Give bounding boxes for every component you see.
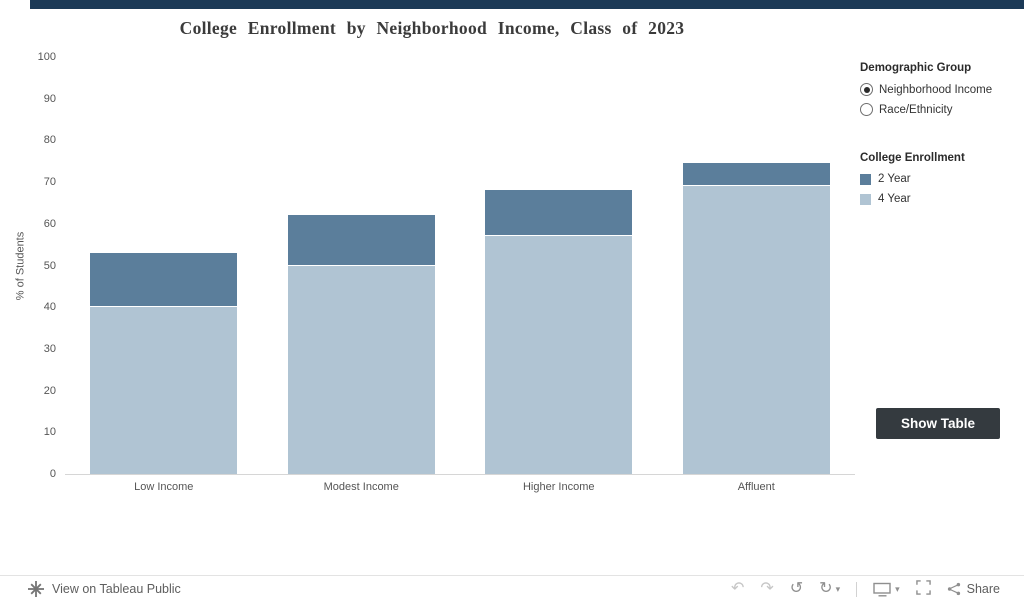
legend-swatch-2-year: [860, 173, 871, 185]
chart-title: College Enrollment by Neighborhood Incom…: [179, 18, 685, 38]
top-accent-bar: [30, 0, 1024, 9]
legend-swatch-4-year: [860, 193, 871, 205]
bar-segment-4-year-low-income[interactable]: [90, 307, 238, 474]
legend-label-4-year: 4 Year: [878, 193, 911, 205]
reset-icon[interactable]: ↺: [789, 580, 804, 597]
x-tick-label-higher-income: Higher Income: [522, 481, 595, 493]
share-button[interactable]: Share: [947, 582, 1000, 596]
display-download-icon[interactable]: [873, 582, 892, 597]
share-label: Share: [966, 582, 1000, 596]
y-tick-label-10: 10: [43, 426, 56, 439]
chevron-down-icon[interactable]: ▾: [835, 583, 841, 594]
legend-item-2-year[interactable]: 2 Year: [860, 173, 1020, 185]
undo-icon[interactable]: ↶: [730, 580, 745, 597]
show-table-button[interactable]: Show Table: [876, 408, 1000, 439]
bar-segment-2-year-low-income[interactable]: [90, 253, 238, 307]
y-tick-label-0: 0: [49, 468, 56, 480]
radio-label-neighborhood-income: Neighborhood Income: [879, 83, 993, 96]
control-panel: Demographic Group Neighborhood Income Ra…: [860, 62, 1020, 213]
view-on-tableau-public-label: View on Tableau Public: [52, 582, 181, 596]
radio-label-race-ethnicity: Race/Ethnicity: [879, 103, 953, 116]
y-tick-label-30: 30: [43, 342, 56, 355]
fullscreen-icon[interactable]: [915, 579, 931, 599]
chevron-down-icon[interactable]: ▾: [895, 583, 900, 594]
x-tick-label-affluent: Affluent: [737, 481, 775, 493]
legend-item-4-year[interactable]: 4 Year: [860, 193, 1020, 205]
y-tick-label-50: 50: [43, 259, 56, 272]
radio-race-ethnicity[interactable]: Race/Ethnicity: [860, 103, 1020, 116]
legend-label-2-year: 2 Year: [878, 173, 911, 185]
radio-neighborhood-income[interactable]: Neighborhood Income: [860, 83, 1020, 96]
plot-area: [65, 57, 855, 475]
y-tick-label-80: 80: [43, 134, 56, 147]
bar-segment-2-year-affluent[interactable]: [682, 163, 830, 186]
toolbar-divider: [856, 581, 858, 597]
legend-title: College Enrollment: [860, 152, 965, 164]
y-axis-title: % of Students: [12, 57, 28, 474]
download-menu[interactable]: ▾: [873, 582, 900, 597]
y-tick-label-90: 90: [43, 92, 56, 105]
bar-segment-2-year-modest-income[interactable]: [287, 215, 435, 265]
bar-segment-4-year-affluent[interactable]: [682, 186, 830, 474]
y-tick-label-20: 20: [43, 384, 56, 397]
bar-segment-2-year-higher-income[interactable]: [485, 190, 633, 236]
footer-actions: ↶ ↷ ↺ ↻ ▾ ▾: [730, 579, 1000, 599]
bar-segment-4-year-higher-income[interactable]: [485, 236, 633, 474]
redo-icon[interactable]: ↷: [760, 580, 774, 597]
refresh-icon[interactable]: ↻: [819, 580, 833, 597]
y-tick-label-60: 60: [43, 217, 56, 230]
y-tick-label-100: 100: [37, 51, 56, 63]
footer-toolbar: View on Tableau Public ↶ ↷ ↺ ↻ ▾ ▾: [0, 575, 1024, 602]
radio-unselected-icon[interactable]: [860, 103, 873, 116]
x-tick-label-modest-income: Modest Income: [323, 481, 399, 493]
share-icon[interactable]: [947, 582, 961, 596]
demographic-group-label: Demographic Group: [860, 62, 972, 74]
radio-selected-icon[interactable]: [860, 83, 873, 96]
view-on-tableau-public-link[interactable]: View on Tableau Public: [28, 581, 181, 597]
refresh-menu[interactable]: ↻ ▾: [819, 581, 840, 597]
x-tick-label-low-income: Low Income: [134, 481, 194, 493]
y-tick-label-40: 40: [43, 301, 56, 314]
bar-segment-4-year-modest-income[interactable]: [287, 265, 435, 474]
tableau-logo-icon: [28, 581, 44, 597]
y-axis-title-text: % of Students: [14, 231, 26, 300]
y-tick-label-70: 70: [43, 176, 56, 189]
